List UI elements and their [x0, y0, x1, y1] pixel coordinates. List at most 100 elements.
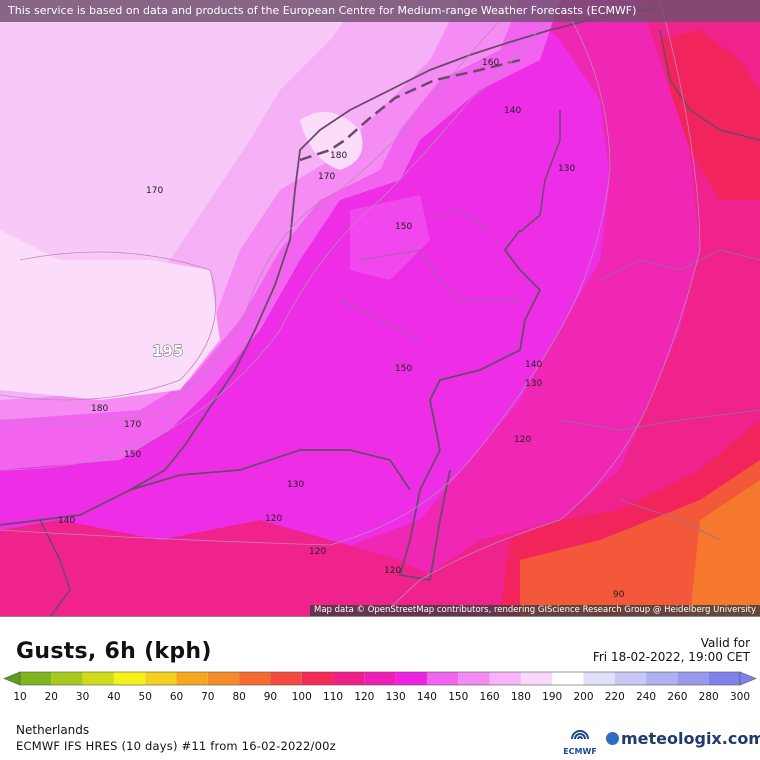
- valid-date: Fri 18-02-2022, 19:00 CET: [592, 650, 750, 664]
- nl-be-border: [129, 449, 411, 491]
- scale-tick-label: 70: [201, 691, 214, 703]
- scale-tick-label: 160: [480, 691, 500, 703]
- scale-swatch: [395, 672, 427, 685]
- contour-label-max: 195: [152, 342, 183, 360]
- scale-swatch: [426, 672, 459, 685]
- scale-tick-label: 140: [417, 691, 437, 703]
- scale-tick-label: 30: [76, 691, 89, 703]
- scale-tick-label: 120: [354, 691, 374, 703]
- isoline-130: [0, 0, 611, 546]
- contour-label: 180: [330, 151, 347, 161]
- gust-field-190: [0, 230, 220, 400]
- scale-tick-label: 10: [13, 691, 26, 703]
- map-canvas: 160 140 130 180 170 170 150 195 150 140 …: [0, 0, 760, 616]
- contour-label: 160: [482, 58, 499, 68]
- contour-label: 130: [287, 480, 304, 490]
- isoline-120: [380, 0, 701, 616]
- contour-label: 140: [58, 516, 75, 526]
- color-scale: 10 20 30 40 50 60 70 80 90 100 110 120 130 140 150 160 1…: [0, 668, 760, 708]
- isoline-190: [0, 251, 217, 401]
- scale-tick-label: 240: [636, 691, 656, 703]
- gust-field-80: [690, 480, 760, 616]
- contour-label: 130: [525, 379, 542, 389]
- gust-field-120: [381, 0, 760, 616]
- state-borders-de: [559, 249, 760, 541]
- scale-swatch: [333, 672, 365, 685]
- ecmwf-logo-icon: [571, 730, 589, 740]
- scale-swatch: [646, 672, 678, 685]
- contour-label: 120: [309, 547, 326, 557]
- meteologix-globe-icon: [606, 732, 619, 745]
- province-borders: [339, 209, 520, 341]
- region-name: Netherlands: [16, 723, 90, 737]
- contour-label: 170: [318, 172, 335, 182]
- ecmwf-logo[interactable]: ECMWF: [560, 727, 600, 757]
- contour-label: 150: [395, 222, 412, 232]
- map-attribution[interactable]: Map data © OpenStreetMap contributors, r…: [310, 605, 760, 616]
- contour-label: 180: [91, 404, 108, 414]
- contour-label: 90: [613, 590, 625, 600]
- scale-swatch: [614, 672, 647, 685]
- contour-label: 120: [384, 566, 401, 576]
- scale-swatch: [677, 672, 709, 685]
- scale-arrow-high: [739, 671, 757, 686]
- contour-label: 120: [514, 435, 531, 445]
- contour-label: 130: [558, 164, 575, 174]
- valid-label: Valid for: [700, 636, 750, 650]
- scale-swatch: [176, 672, 208, 685]
- model-run: ECMWF IFS HRES (10 days) #11 from 16-02-…: [16, 739, 336, 753]
- scale-tick-label: 90: [264, 691, 277, 703]
- scale-tick-label: 180: [511, 691, 531, 703]
- scale-tick-label: 300: [730, 691, 750, 703]
- scale-swatch: [239, 672, 271, 685]
- scale-tick-label: 50: [139, 691, 152, 703]
- gust-field-110-ne: [660, 30, 760, 200]
- scale-tick-label: 220: [605, 691, 625, 703]
- contour-label: 150: [124, 450, 141, 460]
- scale-swatch: [364, 672, 396, 685]
- ecmwf-notice-banner: This service is based on data and produc…: [0, 0, 760, 22]
- scale-swatch: [552, 672, 584, 685]
- forecast-map[interactable]: 160 140 130 180 170 170 150 195 150 140 …: [0, 0, 760, 617]
- contour-label: 120: [265, 514, 282, 524]
- contour-label: 150: [395, 364, 412, 374]
- isoline-170: [0, 0, 521, 424]
- meteologix-logo[interactable]: meteologix.com: [606, 729, 760, 748]
- scale-arrow-low: [3, 671, 21, 686]
- color-scale-svg: 10 20 30 40 50 60 70 80 90 100 110 120 130 140 150 160 1…: [3, 671, 757, 703]
- scale-swatch: [270, 672, 302, 685]
- ems-estuary: [519, 110, 561, 233]
- scale-swatch: [583, 672, 615, 685]
- contour-label: 170: [146, 186, 163, 196]
- scale-tick-label: 280: [699, 691, 719, 703]
- coastline: [0, 7, 661, 526]
- scale-swatch: [145, 672, 177, 685]
- scale-tick-label: 80: [232, 691, 245, 703]
- map-title: Gusts, 6h (kph): [16, 639, 212, 664]
- scale-swatch: [489, 672, 521, 685]
- scale-swatch: [458, 672, 490, 685]
- scale-swatch: [301, 672, 334, 685]
- meteologix-logo-text: meteologix.com: [621, 729, 760, 748]
- scale-tick-label: 200: [573, 691, 593, 703]
- elbe-coast: [659, 29, 760, 141]
- ecmwf-logo-text: ECMWF: [563, 747, 597, 756]
- scale-swatch: [113, 672, 146, 685]
- scale-tick-label: 40: [107, 691, 120, 703]
- contour-label: 140: [525, 360, 542, 370]
- scale-tick-label: 260: [667, 691, 687, 703]
- contour-label: 170: [124, 420, 141, 430]
- scale-tick-label: 190: [542, 691, 562, 703]
- nl-de-border: [398, 229, 542, 582]
- scale-swatch: [82, 672, 114, 685]
- scale-tick-label: 110: [323, 691, 343, 703]
- wadden-islands: [299, 58, 521, 162]
- isoline-150: [0, 0, 561, 471]
- scale-swatch: [708, 672, 740, 685]
- scale-tick-label: 60: [170, 691, 183, 703]
- gust-field-180: [0, 0, 360, 300]
- scale-swatch: [207, 672, 240, 685]
- scale-swatch: [20, 672, 52, 685]
- scale-swatch: [51, 672, 83, 685]
- scale-swatch: [520, 672, 553, 685]
